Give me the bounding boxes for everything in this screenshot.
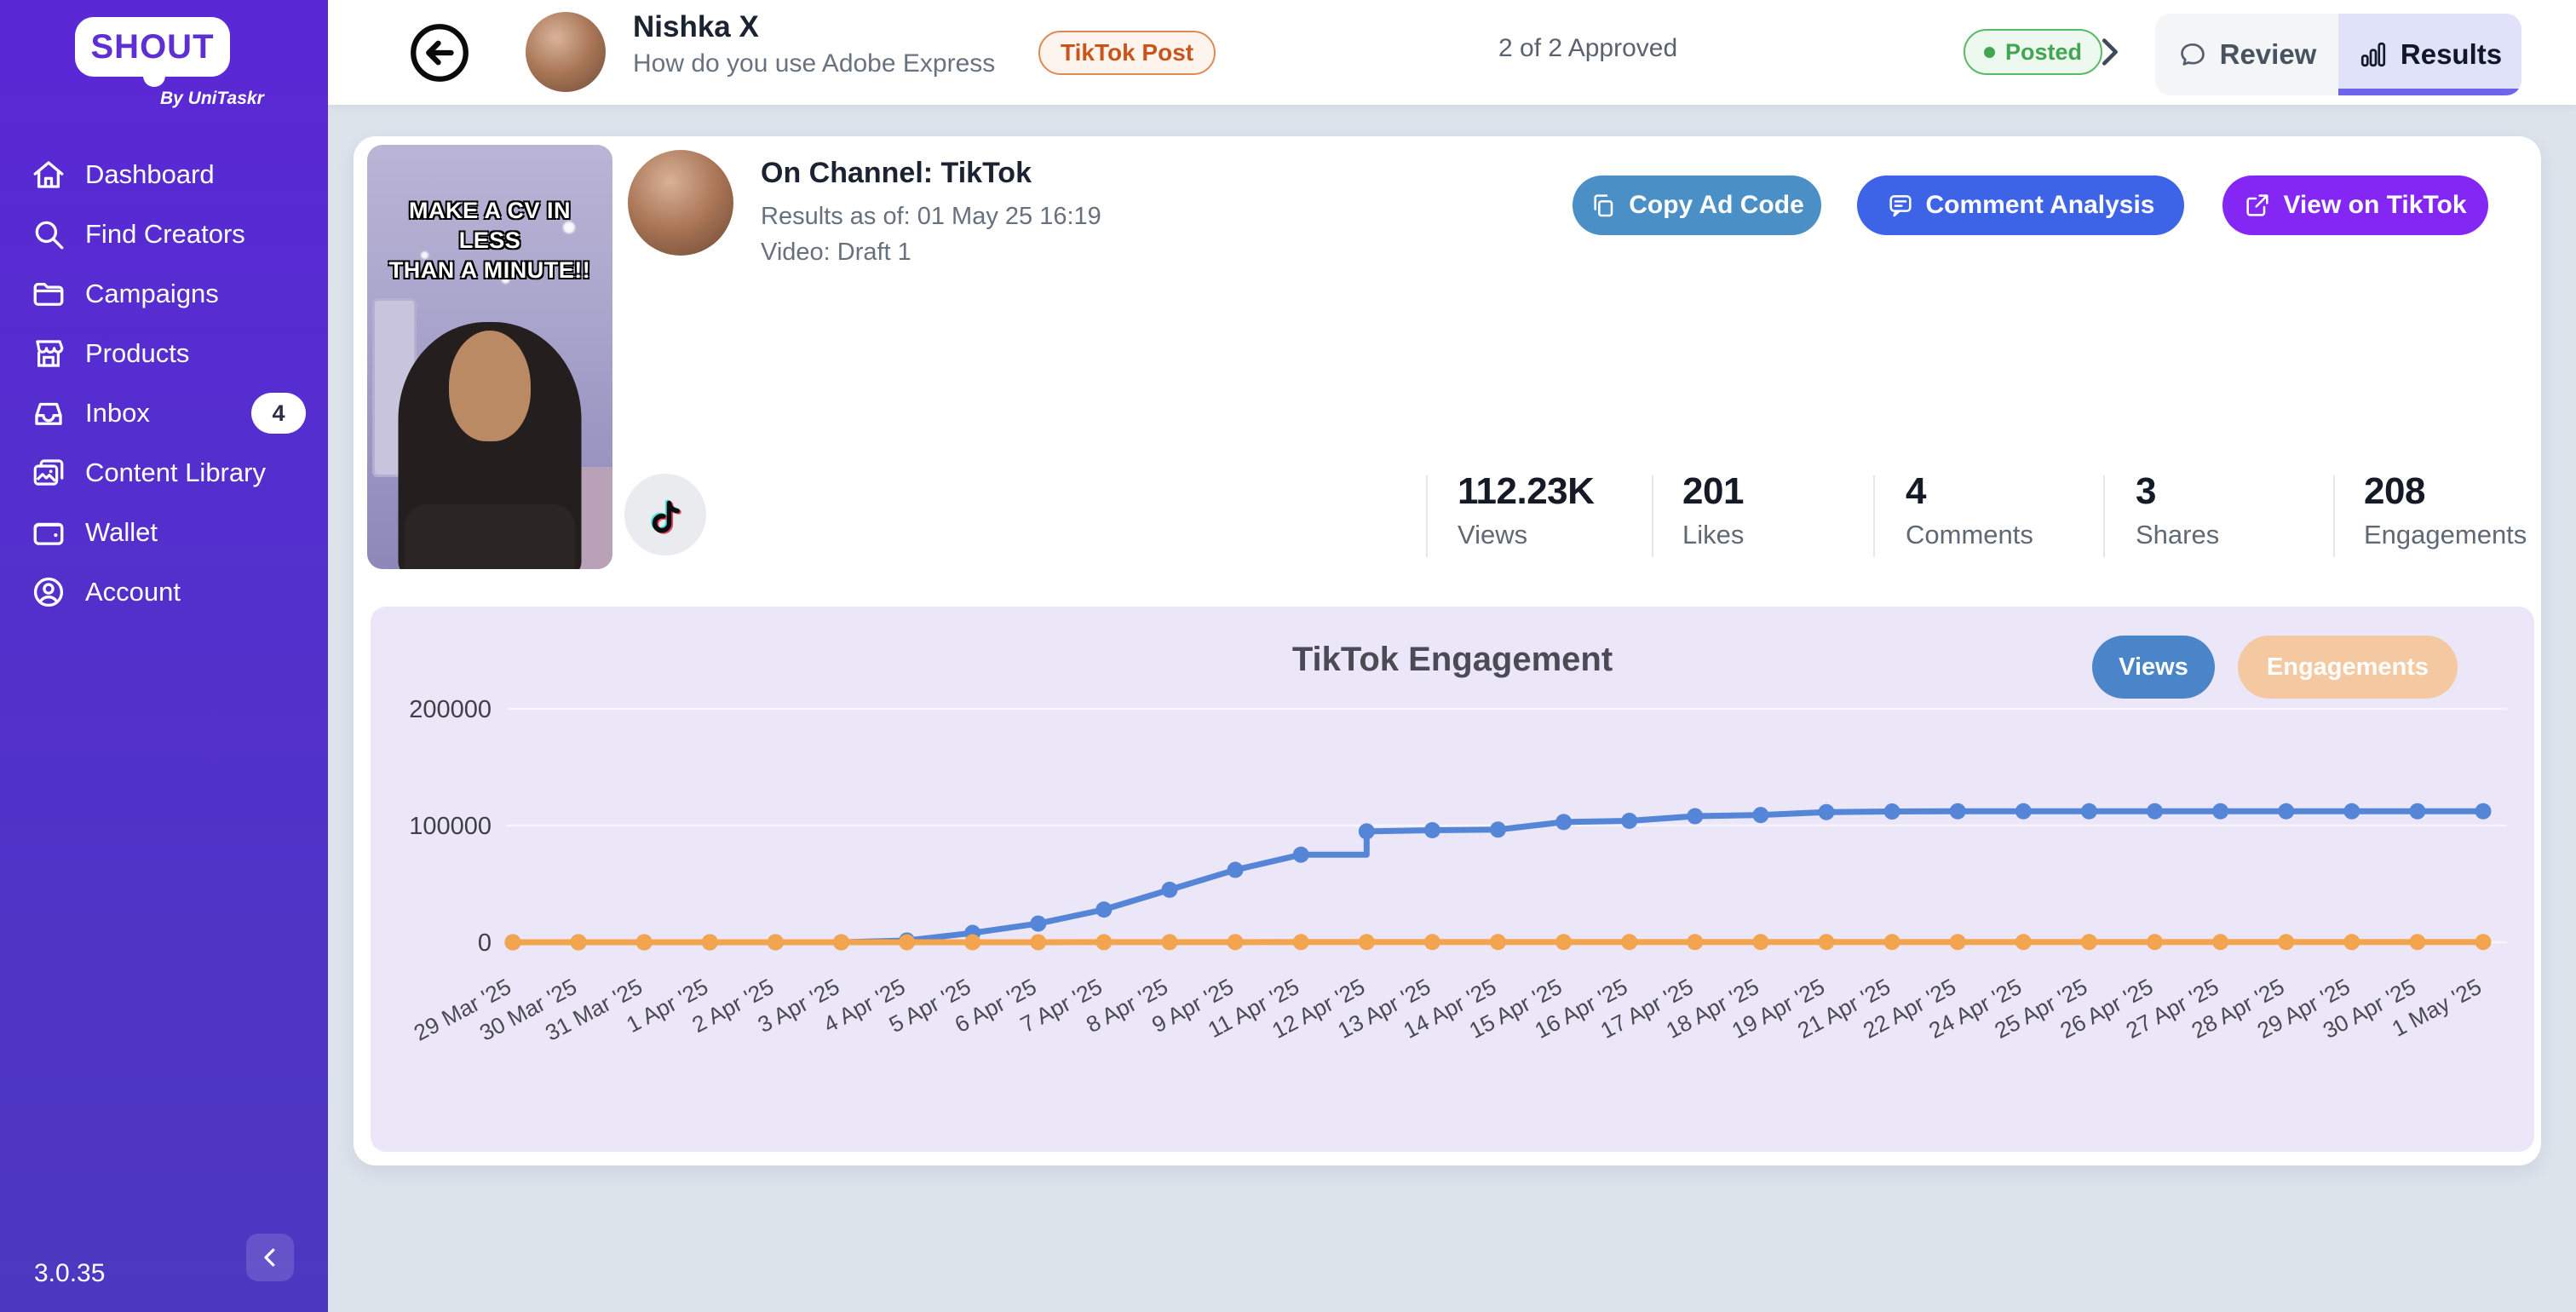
- svg-text:200000: 200000: [409, 696, 492, 723]
- stat-views-value: 112.23K: [1458, 470, 1595, 512]
- stat-likes-label: Likes: [1682, 520, 1745, 550]
- sidebar-item-campaigns[interactable]: Campaigns: [0, 264, 328, 324]
- svg-text:100000: 100000: [409, 813, 492, 840]
- next-chevron-button[interactable]: [2090, 32, 2129, 72]
- campaign-title: How do you use Adobe Express: [633, 49, 996, 78]
- view-on-tiktok-button[interactable]: View on TikTok: [2222, 176, 2488, 235]
- sidebar-menu: Dashboard Find Creators Campaigns Produc…: [0, 145, 328, 622]
- bar-chart-icon: [2360, 42, 2385, 67]
- ceiling-light: [502, 276, 510, 285]
- person-circle-icon: [33, 577, 64, 607]
- stat-divider: [1873, 475, 1875, 557]
- back-arrow-icon: [411, 24, 469, 82]
- home-icon: [33, 161, 64, 188]
- tiktok-channel-icon: [624, 474, 706, 555]
- stat-divider: [1426, 475, 1428, 557]
- sidebar-item-find-creators[interactable]: Find Creators: [0, 204, 328, 264]
- stat-shares-value: 3: [2136, 470, 2156, 512]
- external-link-icon: [2246, 194, 2269, 216]
- logo-subtitle: By UniTaskr: [160, 89, 264, 108]
- ceiling-light: [421, 250, 429, 259]
- sidebar-collapse-button[interactable]: [246, 1234, 294, 1281]
- copy-ad-code-button[interactable]: Copy Ad Code: [1573, 176, 1821, 235]
- posted-status-badge: Posted: [1964, 29, 2103, 75]
- tiktok-post-badge: TikTok Post: [1038, 31, 1216, 75]
- sidebar-item-account[interactable]: Account: [0, 562, 328, 622]
- app-version: 3.0.35: [34, 1259, 106, 1287]
- stat-engagements-value: 208: [2364, 470, 2425, 512]
- engagement-chart-panel: 0 100000 200000 29 Mar '25 30 Mar '25 31 Mar …: [371, 607, 2534, 1152]
- stat-engagements-label: Engagements: [2364, 520, 2527, 550]
- stat-comments-label: Comments: [1906, 520, 2033, 550]
- sidebar-item-wallet[interactable]: Wallet: [0, 503, 328, 562]
- person-face: [449, 331, 531, 441]
- speech-bubble-icon: [2180, 43, 2205, 66]
- folder-icon: [33, 282, 64, 306]
- tab-results[interactable]: Results: [2338, 14, 2521, 95]
- channel-avatar: [628, 150, 733, 256]
- search-icon: [35, 221, 64, 250]
- back-button[interactable]: [409, 22, 470, 83]
- comment-analysis-button[interactable]: Comment Analysis: [1857, 176, 2184, 235]
- channel-title: On Channel: TikTok: [761, 157, 1032, 189]
- thumbnail-caption: MAKE A CV IN LESS THAN A MINUTE!!: [388, 197, 591, 283]
- sidebar-item-content-library[interactable]: Content Library: [0, 443, 328, 503]
- svg-text:0: 0: [478, 929, 492, 957]
- stat-shares-label: Shares: [2136, 520, 2220, 550]
- chevron-right-icon: [2102, 38, 2118, 66]
- posted-dot-icon: [1984, 46, 1995, 58]
- sidebar-item-dashboard[interactable]: Dashboard: [0, 145, 328, 204]
- engagements-toggle-button[interactable]: Engagements: [2238, 636, 2458, 699]
- inbox-badge: 4: [251, 393, 306, 434]
- approval-status: 2 of 2 Approved: [1498, 34, 1678, 62]
- sidebar-item-inbox[interactable]: Inbox 4: [0, 383, 328, 443]
- video-draft: Video: Draft 1: [761, 239, 911, 266]
- tiktok-note-icon: [651, 499, 681, 534]
- stat-views-label: Views: [1458, 520, 1528, 550]
- header: Nishka X How do you use Adobe Express Ti…: [328, 0, 2576, 105]
- results-as-of: Results as of: 01 May 25 16:19: [761, 203, 1101, 230]
- sidebar: SHOUT By UniTaskr Dashboard Find Creator…: [0, 0, 328, 1312]
- creator-name: Nishka X: [633, 10, 759, 43]
- review-results-tabs: Review Results: [2155, 14, 2521, 95]
- comment-icon: [1889, 195, 1912, 217]
- inbox-icon: [35, 402, 62, 425]
- wallet-icon: [33, 522, 64, 545]
- stat-divider: [1652, 475, 1653, 557]
- stat-comments-value: 4: [1906, 470, 1926, 512]
- images-icon: [33, 459, 64, 486]
- active-tab-underline: [2338, 89, 2521, 95]
- shout-logo-tail: [143, 65, 165, 87]
- person-body: [405, 504, 575, 569]
- stat-divider: [2103, 475, 2105, 557]
- storefront-icon: [36, 340, 64, 367]
- stat-divider: [2333, 475, 2335, 557]
- ceiling-light: [563, 221, 576, 233]
- chart-title: TikTok Engagement: [1291, 641, 1613, 678]
- video-thumbnail[interactable]: MAKE A CV IN LESS THAN A MINUTE!!: [367, 145, 612, 569]
- stat-likes-value: 201: [1682, 470, 1744, 512]
- sidebar-item-products[interactable]: Products: [0, 324, 328, 383]
- copy-icon: [1594, 194, 1613, 217]
- tab-review[interactable]: Review: [2155, 14, 2338, 95]
- views-toggle-button[interactable]: Views: [2092, 636, 2215, 699]
- results-card: MAKE A CV IN LESS THAN A MINUTE!! On Cha…: [354, 136, 2541, 1165]
- chevron-left-icon: [264, 1248, 275, 1267]
- creator-avatar: [526, 12, 606, 92]
